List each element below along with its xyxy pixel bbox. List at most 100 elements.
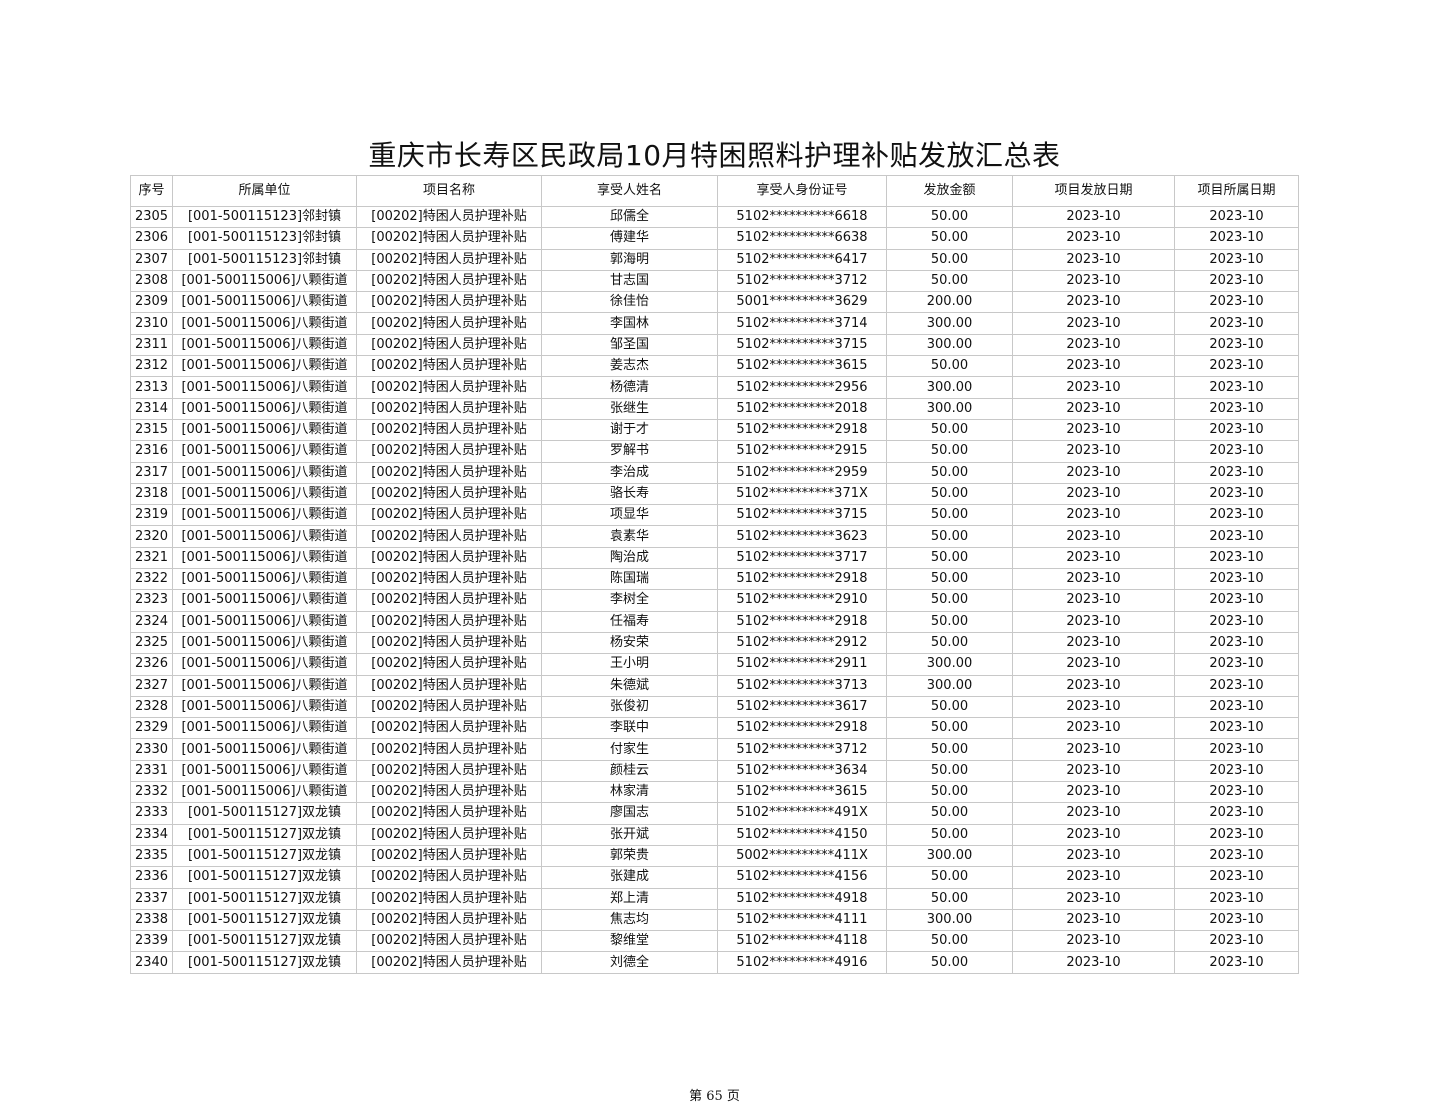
cell-issue-date: 2023-10 (1012, 738, 1175, 761)
cell-id-number: 5102**********2918 (717, 610, 887, 633)
table-row: 2332 [001-500115006]八颗街道 [00202]特困人员护理补贴 林家… (130, 781, 1299, 804)
table-row: 2313 [001-500115006]八颗街道 [00202]特困人员护理补贴 杨德… (130, 376, 1299, 399)
table-row: 2305 [001-500115123]邻封镇 [00202]特困人员护理补贴 邱儒全… (130, 205, 1299, 229)
table-row: 2315 [001-500115006]八颗街道 [00202]特困人员护理补贴 谢于… (130, 418, 1299, 442)
cell-project: [00202]特困人员护理补贴 (356, 525, 542, 548)
cell-period-date: 2023-10 (1174, 951, 1299, 974)
cell-id-number: 5102**********2910 (717, 589, 887, 612)
cell-issue-date: 2023-10 (1012, 802, 1175, 825)
cell-name: 李治成 (541, 461, 718, 484)
table-row: 2306 [001-500115123]邻封镇 [00202]特困人员护理补贴 傅建华… (130, 227, 1299, 250)
cell-amount: 50.00 (886, 248, 1013, 271)
cell-issue-date: 2023-10 (1012, 205, 1175, 229)
cell-project: [00202]特困人员护理补贴 (356, 205, 542, 229)
cell-name: 李树全 (541, 589, 718, 612)
cell-name: 张继生 (541, 397, 718, 420)
cell-id-number: 5102**********4156 (717, 866, 887, 889)
cell-unit: [001-500115006]八颗街道 (172, 291, 357, 314)
table-row: 2317 [001-500115006]八颗街道 [00202]特困人员护理补贴 李治… (130, 461, 1299, 484)
cell-period-date: 2023-10 (1174, 546, 1299, 570)
cell-issue-date: 2023-10 (1012, 227, 1175, 250)
cell-amount: 50.00 (886, 802, 1013, 825)
cell-name: 骆长寿 (541, 482, 718, 506)
cell-unit: [001-500115006]八颗街道 (172, 631, 357, 655)
cell-period-date: 2023-10 (1174, 248, 1299, 271)
cell-index: 2332 (130, 781, 173, 804)
column-header-project: 项目名称 (356, 175, 542, 207)
cell-project: [00202]特困人员护理补贴 (356, 951, 542, 974)
cell-unit: [001-500115127]双龙镇 (172, 908, 357, 932)
cell-name: 朱德斌 (541, 674, 718, 697)
cell-amount: 50.00 (886, 269, 1013, 293)
table-row: 2318 [001-500115006]八颗街道 [00202]特困人员护理补贴 骆长… (130, 482, 1299, 506)
cell-index: 2316 (130, 440, 173, 463)
cell-period-date: 2023-10 (1174, 610, 1299, 633)
cell-issue-date: 2023-10 (1012, 610, 1175, 633)
cell-issue-date: 2023-10 (1012, 461, 1175, 484)
cell-project: [00202]特困人员护理补贴 (356, 355, 542, 378)
cell-index: 2330 (130, 738, 173, 761)
cell-period-date: 2023-10 (1174, 418, 1299, 442)
cell-period-date: 2023-10 (1174, 674, 1299, 697)
cell-issue-date: 2023-10 (1012, 291, 1175, 314)
cell-unit: [001-500115127]双龙镇 (172, 930, 357, 953)
cell-amount: 50.00 (886, 355, 1013, 378)
cell-name: 徐佳怡 (541, 291, 718, 314)
cell-issue-date: 2023-10 (1012, 759, 1175, 783)
cell-issue-date: 2023-10 (1012, 781, 1175, 804)
cell-id-number: 5001**********3629 (717, 291, 887, 314)
cell-unit: [001-500115127]双龙镇 (172, 866, 357, 889)
cell-name: 黎维堂 (541, 930, 718, 953)
cell-period-date: 2023-10 (1174, 205, 1299, 229)
table-row: 2328 [001-500115006]八颗街道 [00202]特困人员护理补贴 张俊… (130, 695, 1299, 719)
cell-issue-date: 2023-10 (1012, 397, 1175, 420)
cell-id-number: 5102**********371X (717, 482, 887, 506)
cell-unit: [001-500115123]邻封镇 (172, 248, 357, 271)
cell-index: 2337 (130, 887, 173, 910)
cell-issue-date: 2023-10 (1012, 908, 1175, 932)
cell-issue-date: 2023-10 (1012, 333, 1175, 357)
cell-amount: 50.00 (886, 631, 1013, 655)
cell-unit: [001-500115006]八颗街道 (172, 738, 357, 761)
cell-unit: [001-500115006]八颗街道 (172, 312, 357, 335)
cell-period-date: 2023-10 (1174, 717, 1299, 740)
cell-project: [00202]特困人员护理补贴 (356, 546, 542, 570)
cell-issue-date: 2023-10 (1012, 546, 1175, 570)
cell-index: 2311 (130, 333, 173, 357)
cell-id-number: 5102**********6417 (717, 248, 887, 271)
cell-amount: 50.00 (886, 461, 1013, 484)
column-header-issue-date: 项目发放日期 (1012, 175, 1175, 207)
cell-amount: 50.00 (886, 546, 1013, 570)
cell-project: [00202]特困人员护理补贴 (356, 440, 542, 463)
cell-project: [00202]特困人员护理补贴 (356, 227, 542, 250)
cell-id-number: 5102**********3615 (717, 355, 887, 378)
cell-period-date: 2023-10 (1174, 589, 1299, 612)
cell-project: [00202]特困人员护理补贴 (356, 291, 542, 314)
cell-period-date: 2023-10 (1174, 312, 1299, 335)
cell-unit: [001-500115006]八颗街道 (172, 546, 357, 570)
cell-index: 2326 (130, 653, 173, 676)
table-row: 2321 [001-500115006]八颗街道 [00202]特困人员护理补贴 陶治… (130, 546, 1299, 570)
cell-name: 廖国志 (541, 802, 718, 825)
cell-id-number: 5102**********6638 (717, 227, 887, 250)
cell-project: [00202]特困人员护理补贴 (356, 717, 542, 740)
cell-period-date: 2023-10 (1174, 291, 1299, 314)
table-row: 2319 [001-500115006]八颗街道 [00202]特困人员护理补贴 项显… (130, 504, 1299, 527)
cell-period-date: 2023-10 (1174, 781, 1299, 804)
table-header-row: 序号 所属单位 项目名称 享受人姓名 享受人身份证号 发放金额 项目发放日期 项目所属日期 (130, 175, 1299, 207)
cell-name: 杨德清 (541, 376, 718, 399)
cell-issue-date: 2023-10 (1012, 695, 1175, 719)
cell-id-number: 5102**********2959 (717, 461, 887, 484)
cell-index: 2333 (130, 802, 173, 825)
cell-project: [00202]特困人员护理补贴 (356, 589, 542, 612)
cell-issue-date: 2023-10 (1012, 418, 1175, 442)
cell-period-date: 2023-10 (1174, 908, 1299, 932)
cell-id-number: 5102**********3713 (717, 674, 887, 697)
cell-name: 张建成 (541, 866, 718, 889)
cell-period-date: 2023-10 (1174, 631, 1299, 655)
cell-issue-date: 2023-10 (1012, 631, 1175, 655)
cell-amount: 50.00 (886, 717, 1013, 740)
cell-unit: [001-500115006]八颗街道 (172, 759, 357, 783)
cell-issue-date: 2023-10 (1012, 269, 1175, 293)
cell-period-date: 2023-10 (1174, 227, 1299, 250)
